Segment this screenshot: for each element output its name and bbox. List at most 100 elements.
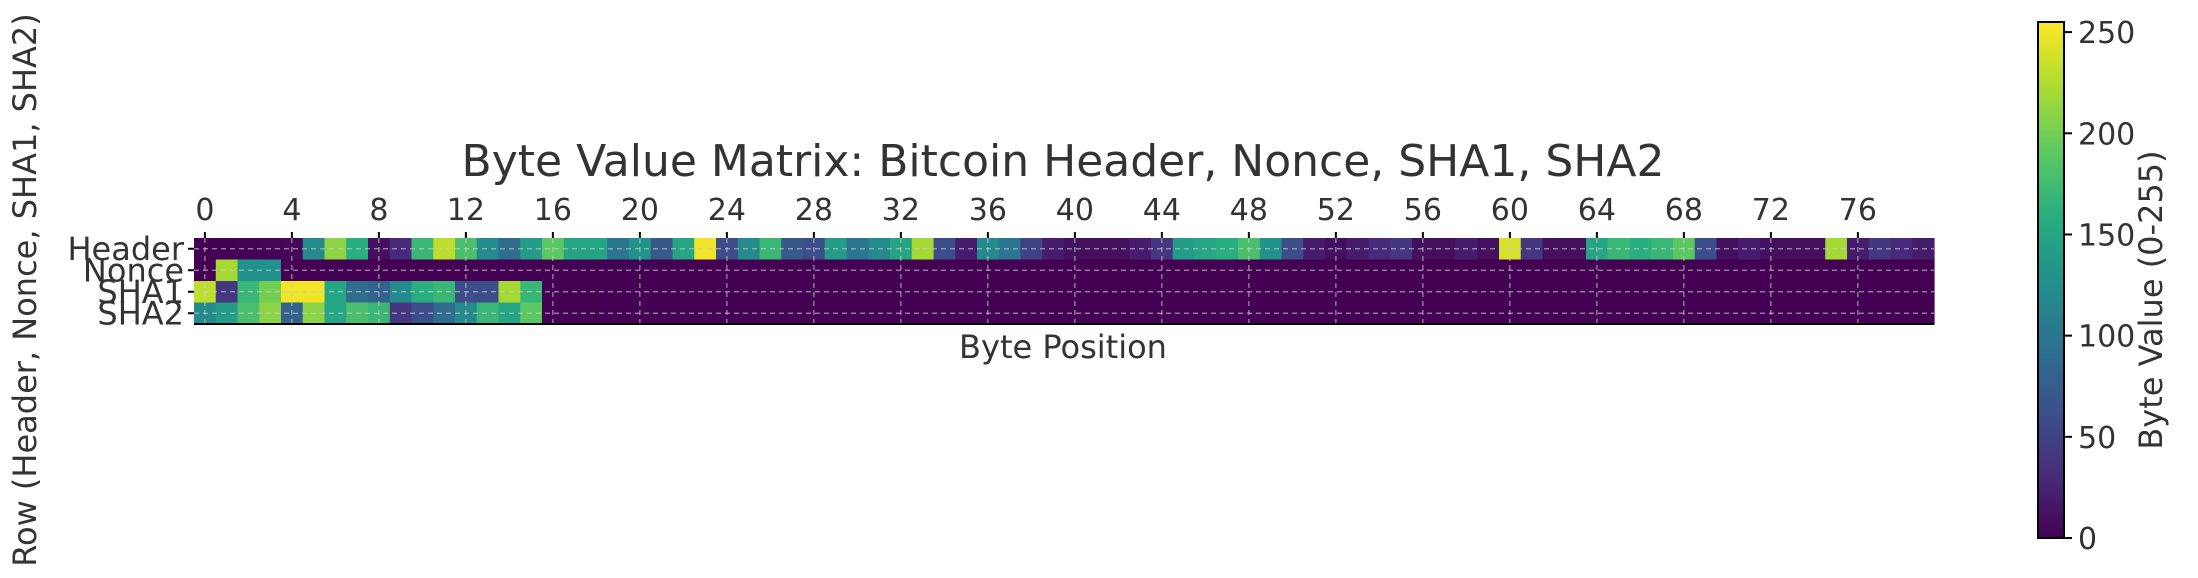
x-tick-label: 28 <box>795 193 833 228</box>
colorbar-tick-label: 250 <box>2078 16 2135 51</box>
heatmap-cell <box>1107 302 1130 325</box>
heatmap-cell <box>1738 302 1761 325</box>
heatmap-cell <box>1781 238 1805 261</box>
colorbar-tick-label: 100 <box>2078 320 2135 355</box>
x-tick-label: 24 <box>708 193 746 228</box>
heatmap-cell <box>1216 302 1239 325</box>
chart-title: Byte Value Matrix: Bitcoin Header, Nonce… <box>462 136 1665 187</box>
heatmap-cell <box>476 281 500 304</box>
heatmap-cell <box>890 259 913 282</box>
heatmap-cell <box>1216 238 1239 261</box>
heatmap-cell <box>1694 238 1718 261</box>
x-tick-label: 36 <box>969 193 1007 228</box>
heatmap-cell <box>1216 281 1239 304</box>
heatmap-cell <box>1738 281 1761 304</box>
heatmap-cells <box>194 238 1935 325</box>
heatmap-cell <box>324 259 347 282</box>
heatmap-cell <box>324 238 347 261</box>
heatmap-cell <box>389 302 413 325</box>
y-tick-label: Header <box>67 230 184 268</box>
colorbar: 0 50 100 150 200 250 <box>2037 16 2135 557</box>
heatmap-cell <box>1259 259 1283 282</box>
heatmap-cell <box>955 259 978 282</box>
heatmap-cell <box>1890 281 1913 304</box>
heatmap-cell <box>955 302 978 325</box>
heatmap-cell <box>389 238 413 261</box>
heatmap-cell <box>1216 259 1239 282</box>
y-tick-label: SHA1 <box>97 273 184 311</box>
heatmap-cell <box>1781 281 1805 304</box>
heatmap-cell <box>215 259 239 282</box>
heatmap-cell <box>1738 238 1761 261</box>
heatmap-cell <box>1738 259 1761 282</box>
heatmap-cell <box>1520 281 1544 304</box>
y-axis-label: Row (Header, Nonce, SHA1, SHA2) <box>6 13 44 567</box>
heatmap-cell <box>955 281 978 304</box>
heatmap-cell <box>324 302 347 325</box>
heatmap-cell <box>1151 259 1174 282</box>
heatmap-cell <box>1064 259 1087 282</box>
heatmap-cell <box>1477 302 1500 325</box>
heatmap-cell <box>1433 302 1457 325</box>
x-tick-label: 60 <box>1491 193 1529 228</box>
heatmap-cell <box>585 281 608 304</box>
heatmap-cell <box>215 302 239 325</box>
heatmap-cell <box>1477 238 1500 261</box>
heatmap-cell <box>433 302 456 325</box>
heatmap-cell <box>1107 281 1130 304</box>
x-tick-label: 48 <box>1230 193 1268 228</box>
heatmap-cell <box>629 259 652 282</box>
heatmap-cell <box>737 238 761 261</box>
x-tick-label: 72 <box>1752 193 1790 228</box>
x-tick-label: 20 <box>621 193 659 228</box>
heatmap-cell <box>955 238 978 261</box>
colorbar-tick-label: 200 <box>2078 117 2135 152</box>
heatmap-cell <box>1368 259 1391 282</box>
x-tick-label: 12 <box>447 193 485 228</box>
heatmap-cell <box>433 238 456 261</box>
colorbar-label: Byte Value (0-255) <box>2132 150 2170 449</box>
heatmap-cell <box>694 238 717 261</box>
heatmap-cell <box>476 238 500 261</box>
heatmap-cell <box>1520 259 1544 282</box>
heatmap-cell <box>650 259 674 282</box>
heatmap-cell <box>1172 259 1196 282</box>
x-tick-label: 4 <box>282 193 301 228</box>
heatmap-cell <box>281 259 304 282</box>
x-tick-label: 8 <box>369 193 388 228</box>
heatmap-cell <box>1477 281 1500 304</box>
x-tick-label: 56 <box>1404 193 1442 228</box>
heatmap-cell <box>998 302 1022 325</box>
heatmap-cell <box>694 302 717 325</box>
x-tick-label: 76 <box>1839 193 1877 228</box>
heatmap-cell <box>215 281 239 304</box>
colorbar-tick-label: 0 <box>2078 522 2097 557</box>
heatmap-cell <box>911 238 935 261</box>
x-tick-label: 52 <box>1317 193 1355 228</box>
heatmap-cell <box>1673 259 1696 282</box>
heatmap-cell <box>737 302 761 325</box>
heatmap-cell <box>1629 238 1652 261</box>
heatmap-cell <box>1259 302 1283 325</box>
y-tick-label: SHA2 <box>97 294 184 332</box>
heatmap-cell <box>846 281 869 304</box>
heatmap-cell <box>1368 302 1391 325</box>
heatmap-cell <box>1694 281 1718 304</box>
x-tick-label: 68 <box>1665 193 1703 228</box>
heatmap-cell <box>1781 259 1805 282</box>
x-tick-label: 16 <box>534 193 572 228</box>
heatmap-cell <box>998 281 1022 304</box>
x-axis-label: Byte Position <box>959 328 1167 366</box>
heatmap-cell <box>1629 281 1652 304</box>
heatmap-cell <box>694 281 717 304</box>
heatmap-cell <box>1107 238 1130 261</box>
heatmap-cell <box>1259 281 1283 304</box>
heatmap-cell <box>1368 238 1391 261</box>
heatmap-cell <box>1433 259 1457 282</box>
x-tick-label: 32 <box>882 193 920 228</box>
heatmap-cell <box>650 281 674 304</box>
x-axis-ticks: 0 4 8 12 16 20 24 28 32 36 40 44 48 52 56 60 64 68 72 76 <box>195 193 1877 238</box>
heatmap-cell <box>1259 238 1283 261</box>
heatmap-cell <box>737 259 761 282</box>
